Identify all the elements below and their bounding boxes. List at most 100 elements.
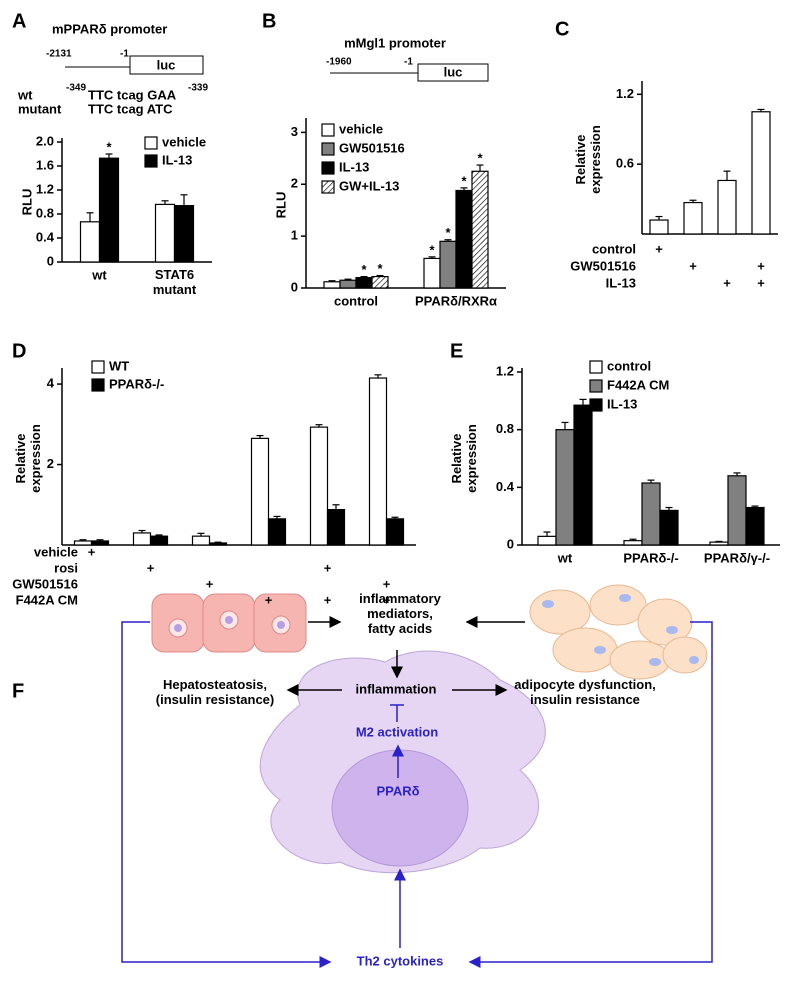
condition-label: control: [592, 241, 636, 256]
y-tick-label: 0.4: [36, 229, 55, 244]
legend-label: GW501516: [339, 140, 405, 155]
legend-swatch: [321, 161, 335, 175]
reporter: luc: [444, 64, 463, 79]
nucleus: [619, 594, 631, 602]
y-tick-label: 0: [507, 536, 514, 551]
condition-mark: +: [655, 241, 663, 256]
nucleolus: [277, 621, 285, 629]
condition-label: GW501516: [570, 258, 636, 273]
reporter-box: [129, 55, 204, 75]
condition-label: GW501516: [12, 576, 78, 591]
panel-label: E: [450, 340, 463, 362]
nucleolus: [225, 616, 233, 624]
diagram: F: [12, 584, 713, 968]
legend-label: GW+IL-13: [339, 178, 399, 193]
bar: [537, 535, 557, 546]
cytokines: Th2 cytokines: [357, 953, 444, 968]
bar: [371, 275, 389, 289]
condition-mark: +: [383, 576, 391, 591]
mediators: inflammatory mediators, fatty acids: [359, 591, 441, 636]
legend-label: IL-13: [162, 152, 192, 167]
y-tick-label: 0.4: [496, 479, 515, 494]
panel-label: F: [12, 680, 24, 702]
bar: [339, 279, 357, 289]
y-axis-label: RLU: [19, 189, 34, 216]
y-tick-label: 4: [47, 376, 55, 391]
bar: [368, 377, 388, 546]
legend-swatch: [144, 136, 158, 150]
y-tick-label: 0.6: [616, 156, 634, 171]
ppar: PPARδ: [376, 783, 419, 798]
sequence-start: -349: [66, 83, 86, 94]
nucleus: [689, 656, 699, 664]
sequence-name: wt: [17, 87, 33, 102]
bar: [326, 508, 346, 546]
nucleus: [666, 626, 678, 634]
bar: [98, 157, 120, 263]
y-tick-label: 0.8: [36, 205, 54, 220]
promoter-title: mMgl1 promoter: [344, 35, 446, 50]
x-tick-label: wt: [557, 550, 573, 565]
reporter: luc: [157, 57, 176, 72]
nucleolus: [174, 624, 182, 632]
promoter-end: -1: [120, 49, 129, 60]
asterisk: *: [477, 150, 483, 165]
condition-mark: +: [265, 592, 273, 607]
bar: [439, 240, 457, 289]
condition-mark: +: [206, 576, 214, 591]
condition-label: vehicle: [34, 544, 78, 559]
bar: [641, 482, 661, 546]
y-tick-label: 0: [291, 279, 298, 294]
bar: [154, 203, 176, 263]
legend-swatch: [321, 142, 335, 156]
liver-effect: Hepatosteatosis, (insulin resistance): [156, 677, 274, 707]
m2-activation: M2 activation: [356, 724, 438, 739]
condition-mark: +: [88, 544, 96, 559]
arrow: [121, 621, 332, 968]
legend-swatch: [321, 180, 335, 194]
cell: [589, 584, 647, 626]
x-tick-label: PPARδ/γ-/-: [704, 550, 770, 565]
asterisk: *: [445, 225, 451, 240]
y-axis-label: RLU: [273, 192, 288, 219]
y-tick-label: 1.2: [36, 181, 54, 196]
cell: [662, 636, 708, 674]
legend-swatch: [91, 378, 105, 392]
legend-swatch: [321, 123, 335, 137]
bar: [79, 221, 101, 263]
bar: [745, 506, 765, 546]
promoter-title: mPPARδ promoter: [52, 21, 167, 36]
y-tick-label: 0.8: [496, 421, 514, 436]
bar: [385, 518, 405, 546]
blue-arrows: [121, 621, 713, 968]
bar: [208, 542, 228, 546]
legend-label: F442A CM: [607, 377, 669, 392]
legend-label: control: [607, 358, 651, 373]
cell: [552, 627, 618, 673]
y-tick-label: 1: [291, 228, 298, 243]
adipose-effect: adipocyte dysfunction, insulin resistance: [514, 677, 656, 707]
inflammation: inflammation: [356, 681, 437, 696]
legend-swatch: [144, 154, 158, 168]
bar: [649, 219, 669, 235]
condition-mark: +: [324, 560, 332, 575]
y-tick-label: 1.6: [36, 157, 54, 172]
arrows: [286, 616, 525, 696]
x-tick-label: control: [334, 293, 378, 308]
asterisk: *: [461, 173, 467, 188]
adipocytes: [529, 584, 708, 680]
nucleus: [542, 600, 554, 608]
x-tick-label: STAT6 mutant: [153, 267, 197, 297]
y-tick-label: 1.2: [496, 363, 514, 378]
bar: [267, 518, 287, 546]
condition-mark: +: [324, 592, 332, 607]
panel-label: B: [262, 10, 276, 32]
panel-label: C: [555, 18, 569, 40]
condition-mark: +: [757, 275, 765, 290]
panel-label: D: [12, 340, 26, 362]
sequence: TTC tcag GAA: [88, 87, 177, 102]
condition-mark: +: [723, 275, 731, 290]
bar: [309, 426, 329, 546]
y-tick-label: 2.0: [36, 133, 54, 148]
